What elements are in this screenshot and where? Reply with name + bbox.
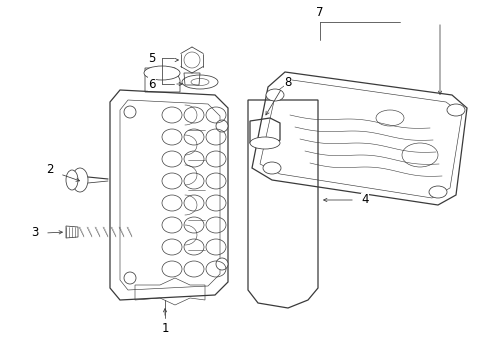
Text: 5: 5	[148, 51, 155, 64]
Text: 2: 2	[46, 163, 54, 176]
Text: 6: 6	[148, 77, 156, 90]
Circle shape	[216, 258, 227, 270]
Ellipse shape	[263, 162, 281, 174]
Circle shape	[124, 106, 136, 118]
Text: 7: 7	[316, 5, 323, 18]
Ellipse shape	[265, 89, 284, 101]
Circle shape	[216, 120, 227, 132]
Ellipse shape	[249, 137, 280, 149]
Circle shape	[124, 272, 136, 284]
Text: 4: 4	[361, 193, 368, 207]
Ellipse shape	[428, 186, 446, 198]
Ellipse shape	[66, 170, 78, 190]
Text: 8: 8	[284, 76, 291, 89]
Ellipse shape	[143, 66, 180, 80]
Text: 1: 1	[161, 321, 168, 334]
Text: 3: 3	[31, 226, 39, 239]
Ellipse shape	[72, 168, 88, 192]
Ellipse shape	[446, 104, 464, 116]
